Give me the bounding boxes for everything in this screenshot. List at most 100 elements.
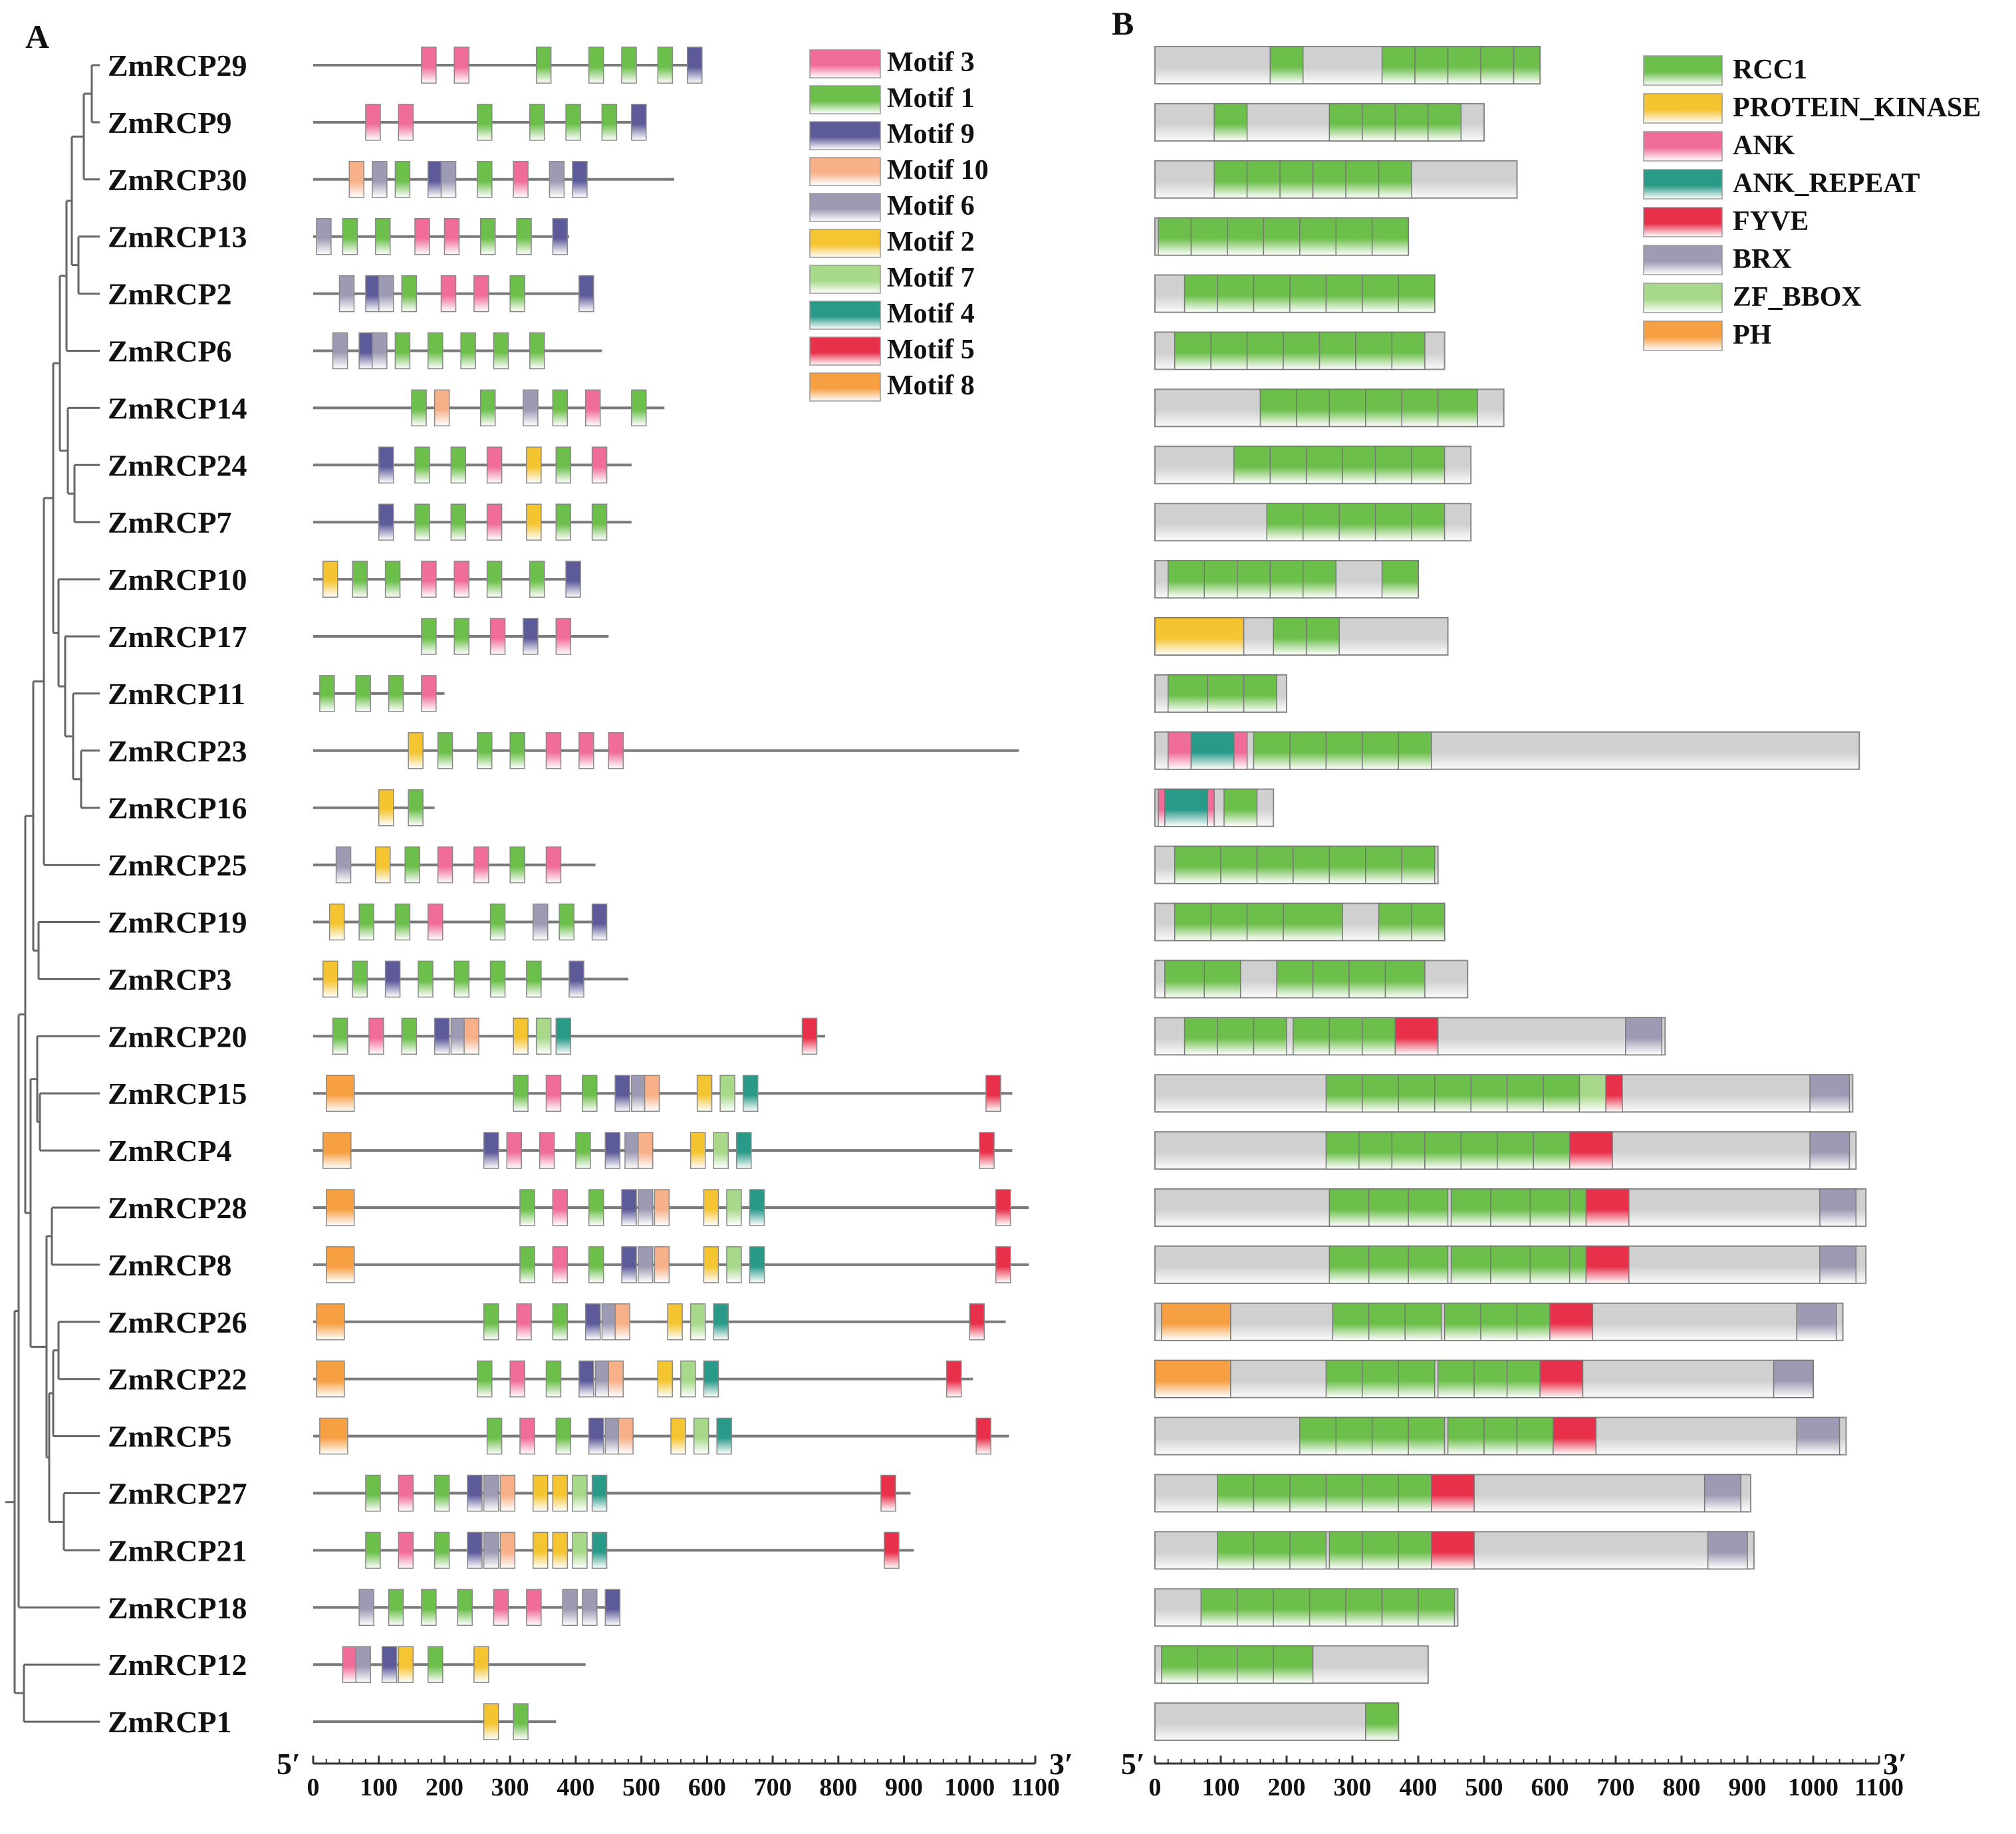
motif-1-box: [480, 217, 496, 255]
gene-label-zmrcp21: ZmRCP21: [108, 1533, 247, 1567]
legend-label-zf-bbox: ZF_BBOX: [1733, 282, 1862, 313]
motif-9-box: [428, 161, 443, 198]
gene-label-zmrcp30: ZmRCP30: [108, 163, 247, 197]
domain-rcc1-box: [1450, 1245, 1491, 1284]
motif-10-box: [644, 1075, 660, 1112]
motif-6-box: [372, 161, 388, 198]
gene-label-zmrcp19: ZmRCP19: [108, 906, 247, 940]
motif-1-box: [509, 275, 525, 313]
motif-track-zmrcp22: [313, 1360, 973, 1398]
domain-track-zmrcp12: [1154, 1645, 1429, 1684]
motif-1-box: [621, 47, 637, 84]
motif-3-box: [437, 846, 453, 884]
motif-1-box: [355, 675, 371, 712]
motif-6-box: [358, 1589, 374, 1627]
motif-1-box: [565, 104, 581, 141]
motif-track-zmrcp19: [313, 903, 608, 941]
motif-7-box: [726, 1189, 742, 1226]
domain-rcc1-box: [1164, 960, 1205, 999]
domain-rcc1-box: [1408, 1245, 1449, 1284]
motif-3-box: [545, 846, 562, 884]
motif-6-box: [450, 1017, 467, 1055]
domain-rcc1-box: [1168, 560, 1205, 598]
domain-rcc1-box: [1293, 1017, 1330, 1056]
motif-6-box: [594, 1360, 611, 1398]
motif-6-box: [549, 161, 565, 198]
motif-1-box: [408, 789, 424, 827]
motif-5-box: [995, 1189, 1011, 1226]
gene-label-zmrcp24: ZmRCP24: [108, 448, 247, 482]
motif-1-box: [319, 675, 335, 712]
domain-track-zmrcp5: [1154, 1416, 1847, 1456]
motif-7-box: [572, 1531, 588, 1569]
motif-3-box: [440, 275, 457, 313]
axis-tick-label: 300: [491, 1773, 529, 1801]
domain-track-zmrcp13: [1154, 217, 1410, 256]
motif-track-zmrcp2: [313, 275, 594, 313]
domain-rcc1-box: [1174, 845, 1221, 884]
motif-10-box: [637, 1132, 654, 1169]
domain-rcc1-box: [1473, 1359, 1508, 1398]
motif-10-box: [618, 1417, 634, 1455]
motif-1-box: [414, 446, 430, 484]
motif-4-box: [591, 1531, 608, 1569]
domain-rcc1-box: [1325, 1359, 1363, 1398]
domain-track-zmrcp14: [1154, 388, 1505, 428]
motif-9-box: [358, 332, 374, 370]
domain-rcc1-box: [1362, 274, 1400, 313]
motif-9-box: [565, 561, 581, 598]
motif-1-box: [388, 675, 404, 712]
domain-rcc1-box: [1424, 1131, 1462, 1170]
motif-3-box: [552, 1189, 568, 1226]
motif-9-box: [621, 1189, 637, 1226]
motif-3-box: [509, 1360, 525, 1398]
domain-rcc1-box: [1358, 1131, 1393, 1170]
motif-1-box: [477, 1360, 493, 1398]
motif-4-box: [749, 1246, 765, 1283]
domain-rcc1-box: [1273, 1645, 1314, 1684]
domain-rcc1-box: [1253, 1017, 1287, 1056]
domain-ph-box: [1161, 1303, 1231, 1341]
domain-rcc1-box: [1384, 960, 1426, 999]
motif-track-zmrcp23: [313, 732, 1019, 769]
gene-label-zmrcp4: ZmRCP4: [108, 1134, 232, 1168]
domain-rcc1-box: [1408, 1416, 1446, 1456]
domain-rcc1-box: [1213, 103, 1248, 142]
motif-8-box: [322, 1132, 352, 1169]
domain-rcc1-box: [1296, 388, 1330, 428]
domain-track-zmrcp10: [1154, 560, 1419, 599]
gene-label-zmrcp17: ZmRCP17: [108, 620, 247, 654]
motif-1-box: [519, 1246, 535, 1283]
phylogenetic-tree: [5, 64, 100, 1723]
motif-4-box: [703, 1360, 719, 1398]
motif-2-box: [532, 1531, 549, 1569]
motif-6-box: [637, 1189, 654, 1226]
domain-rcc1-box: [1328, 388, 1366, 428]
domain-rcc1-box: [1289, 1531, 1327, 1570]
domain-rcc1-box: [1381, 560, 1419, 598]
motif-2-box: [703, 1246, 719, 1283]
motif-3-box: [545, 1075, 562, 1112]
domain-rcc1-box: [1398, 1474, 1432, 1513]
motif-5-box: [979, 1132, 995, 1169]
domain-rcc1-box: [1513, 46, 1541, 84]
domain-rcc1-box: [1362, 1474, 1400, 1513]
domain-rcc1-box: [1480, 1303, 1518, 1341]
motif-1-box: [529, 561, 545, 598]
domain-rcc1-box: [1362, 731, 1400, 770]
axis-tick-label: 1000: [1788, 1773, 1838, 1801]
domain-fyve-box: [1585, 1245, 1630, 1284]
motif-1-box: [582, 1075, 598, 1112]
domain-brx-box: [1625, 1017, 1663, 1056]
domain-track-zmrcp4: [1154, 1131, 1857, 1170]
domain-rcc1-box: [1437, 1359, 1475, 1398]
motif-track-zmrcp13: [313, 217, 570, 255]
domain-rcc1-box: [1246, 331, 1284, 370]
motif-track-zmrcp11: [313, 675, 445, 712]
gene-label-zmrcp2: ZmRCP2: [108, 277, 232, 311]
domain-rcc1-box: [1319, 331, 1356, 370]
domain-fyve-box: [1553, 1416, 1597, 1456]
motif-1-box: [437, 732, 453, 769]
motif-1-box: [428, 1646, 443, 1683]
motif-5-box: [985, 1075, 1001, 1112]
